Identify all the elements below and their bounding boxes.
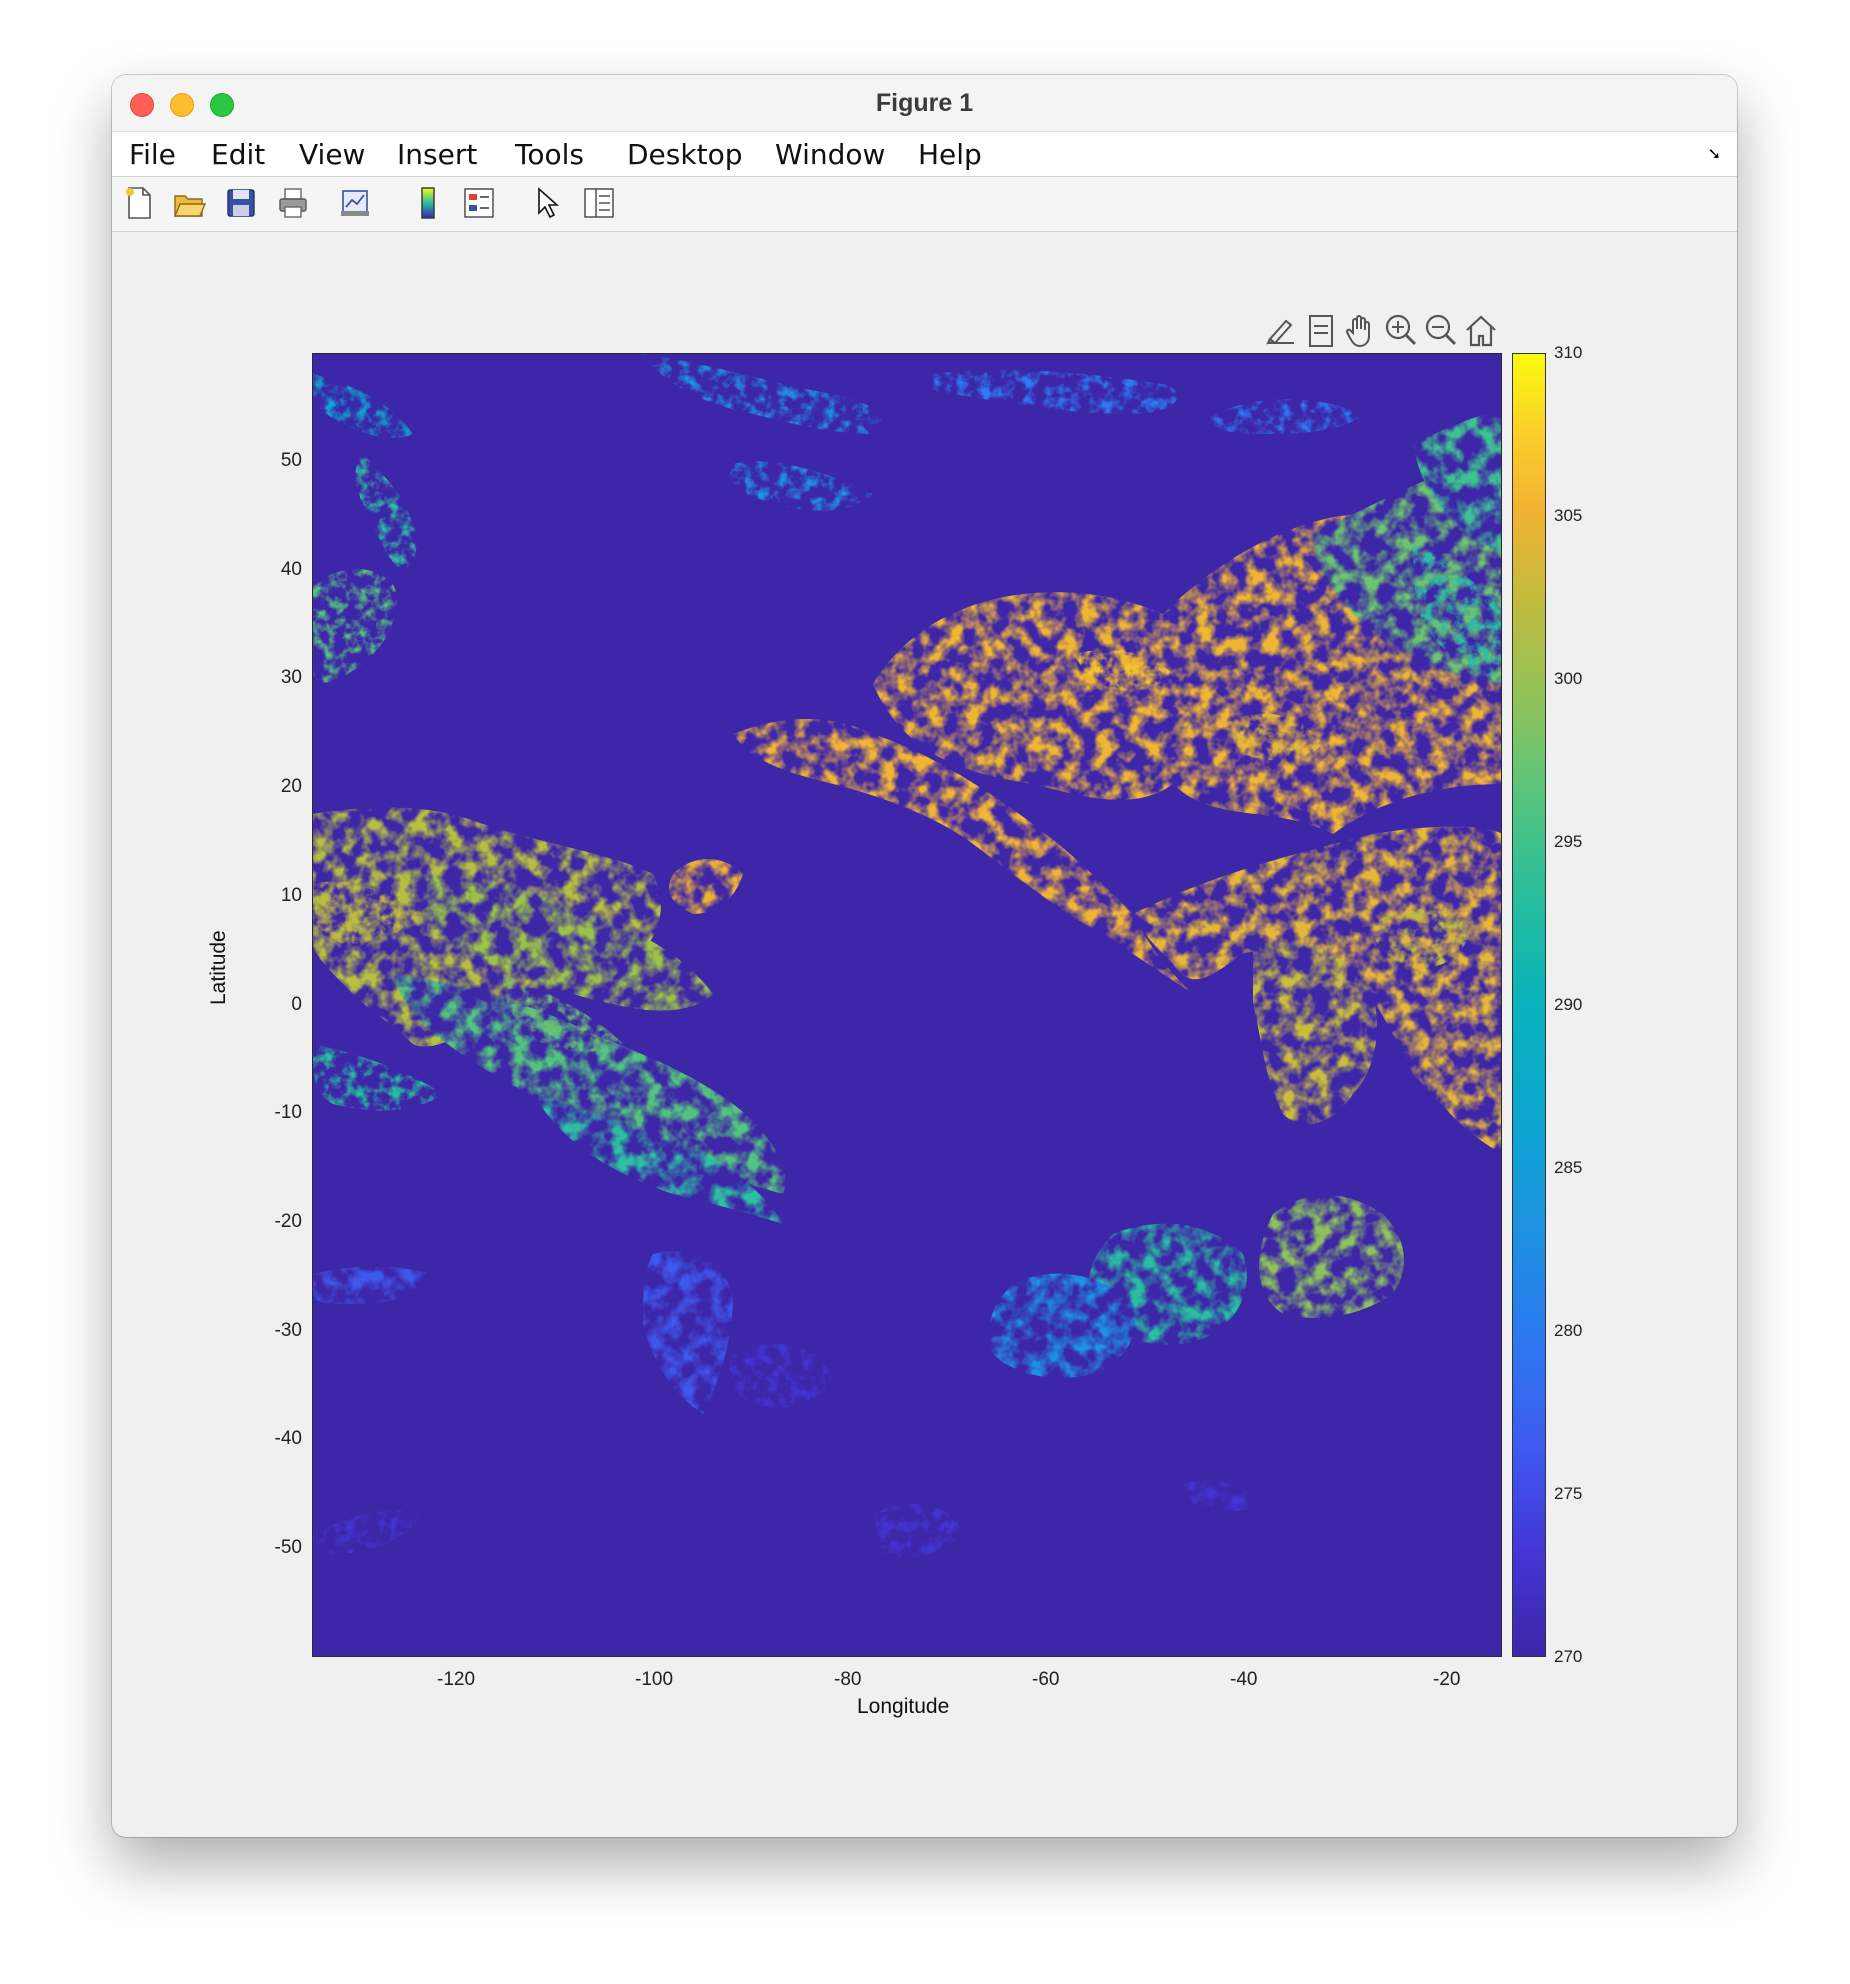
link-plot-icon[interactable] [338,185,372,221]
colorbar-tick-label: 295 [1554,832,1583,851]
y-tick-label: -10 [274,1102,302,1123]
y-tick-label: 40 [280,559,302,580]
y-tick-label: 50 [280,450,302,471]
menu-insert[interactable]: Insert [397,138,478,171]
x-tick-label: -20 [1433,1669,1461,1690]
dock-arrow-icon[interactable]: ➘ [1707,146,1721,163]
new-figure-icon[interactable] [122,185,156,221]
open-file-icon[interactable] [172,185,206,221]
y-tick-label: 20 [280,776,302,797]
open-property-inspector-icon[interactable] [582,185,616,221]
colorbar-tick-label: 290 [1554,995,1583,1014]
zoom-out-icon[interactable] [1422,311,1460,351]
print-icon[interactable] [276,185,310,221]
menu-bar: File Edit View Insert Tools Desktop Wind… [112,132,1737,177]
colorbar-tick-label: 300 [1554,669,1583,688]
x-tick-label: -60 [1032,1669,1060,1690]
insert-colorbar-icon[interactable] [411,185,445,221]
x-axis-label: Longitude [857,1695,950,1718]
data-tips-icon[interactable] [1302,311,1340,351]
figure-window: Figure 1 File Edit View Insert Tools Des… [112,75,1737,1837]
x-tick-label: -120 [437,1669,476,1690]
colorbar[interactable] [1512,353,1546,1657]
menu-view[interactable]: View [299,138,366,171]
window-title: Figure 1 [875,89,974,117]
menu-edit[interactable]: Edit [211,138,266,171]
y-tick-label: -40 [274,1428,302,1449]
menu-tools[interactable]: Tools [515,138,584,171]
colorbar-tick-label: 280 [1554,1321,1583,1340]
y-tick-label: 10 [280,885,302,906]
menu-window[interactable]: Window [775,138,886,171]
colorbar-tick-label: 310 [1554,343,1583,362]
temperature-image [313,354,1501,1558]
figure-toolbar [112,177,1737,232]
colorbar-tick-label: 285 [1554,1158,1583,1177]
edit-plot-icon[interactable] [530,185,564,221]
x-tick-label: -40 [1230,1669,1258,1690]
x-tick-label: -80 [834,1669,862,1690]
y-tick-label: -20 [274,1211,302,1232]
minimize-window-button[interactable] [170,93,194,117]
plot-area[interactable] [312,353,1502,1657]
colorbar-tick-label: 275 [1554,1484,1583,1503]
x-tick-label: -100 [635,1669,674,1690]
menu-desktop[interactable]: Desktop [627,138,743,171]
y-tick-label: 30 [280,667,302,688]
save-icon[interactable] [224,185,258,221]
colorbar-tick-label: 270 [1554,1647,1583,1666]
y-axis-label: Latitude [207,930,230,1005]
zoom-in-icon[interactable] [1382,311,1420,351]
maximize-window-button[interactable] [210,93,234,117]
y-tick-label: 0 [291,994,302,1015]
y-tick-label: -30 [274,1320,302,1341]
pan-icon[interactable] [1342,311,1380,351]
close-window-button[interactable] [130,93,154,117]
menu-file[interactable]: File [129,138,176,171]
menu-help[interactable]: Help [918,138,982,171]
insert-legend-icon[interactable] [462,185,496,221]
brush-icon[interactable] [1262,311,1300,351]
colorbar-tick-label: 305 [1554,506,1583,525]
y-tick-label: -50 [274,1537,302,1558]
title-bar: Figure 1 [112,75,1737,132]
home-icon[interactable] [1462,311,1500,351]
